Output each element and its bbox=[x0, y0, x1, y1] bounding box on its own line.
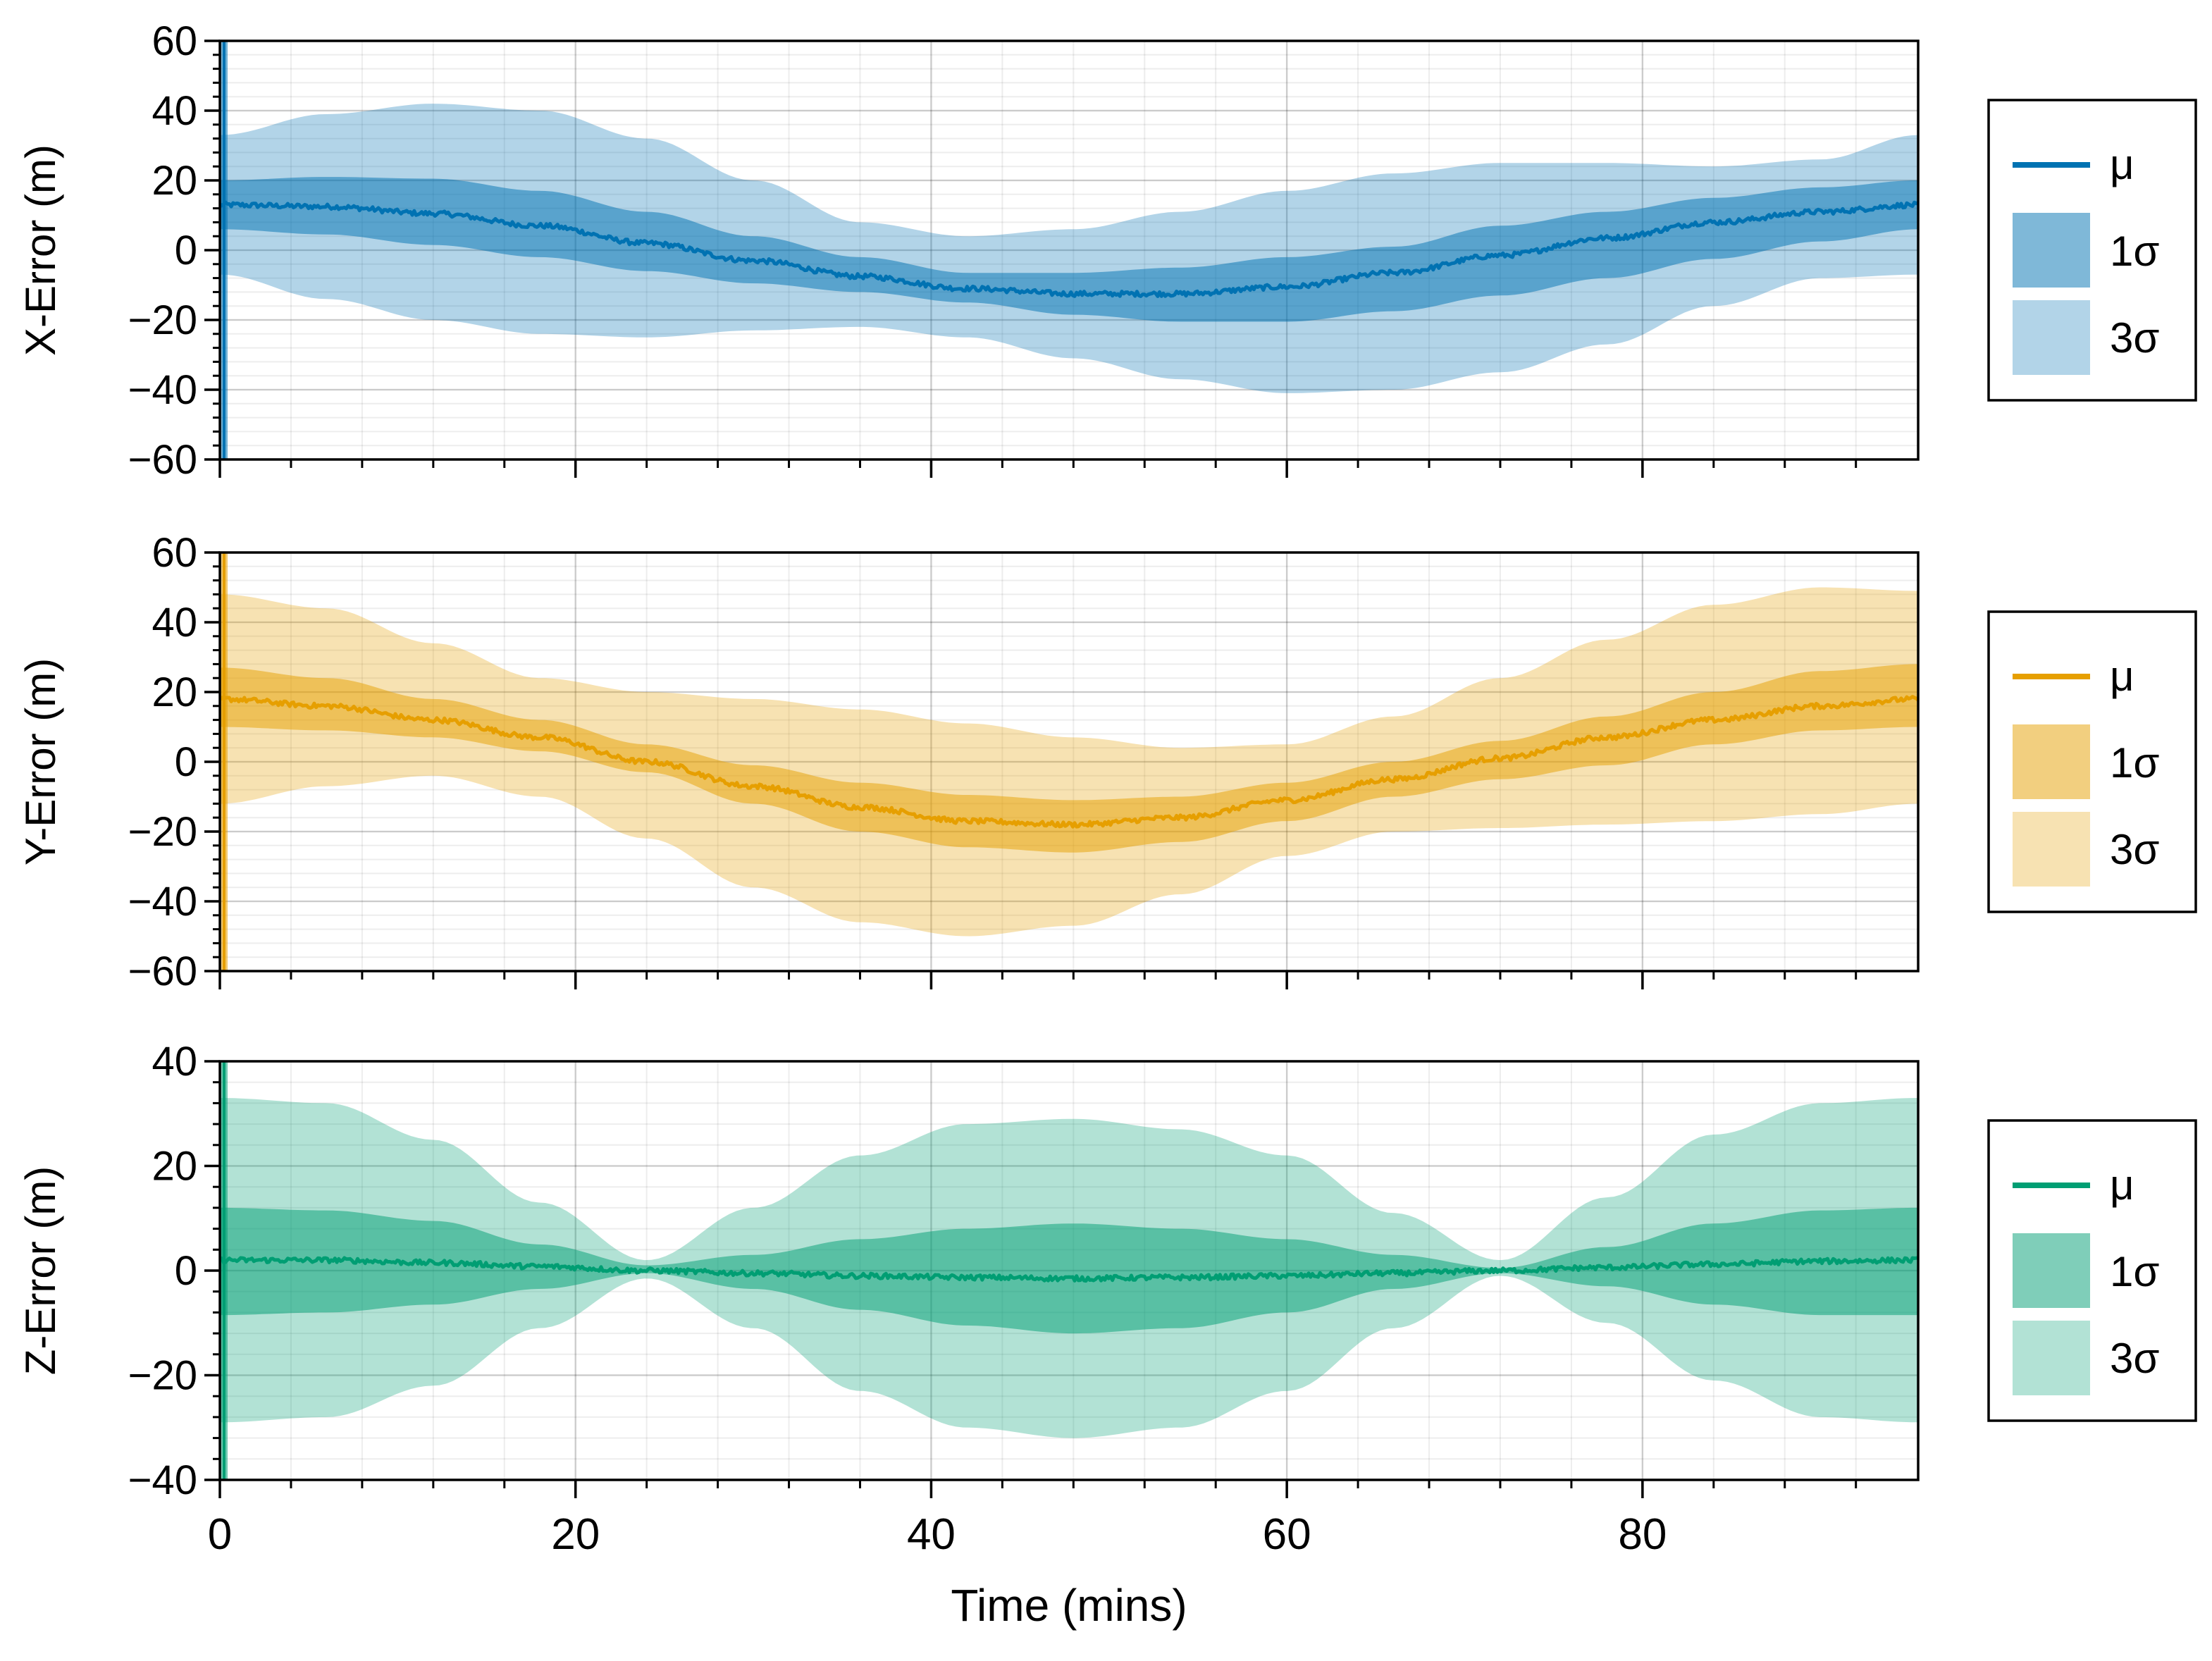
legend-1sigma-label: 1σ bbox=[2110, 1248, 2159, 1295]
panel-x-error: −60 −40 −20 0 20 40 60 X-Error (m) bbox=[17, 18, 1920, 483]
band-1sigma bbox=[220, 177, 1918, 322]
y-tick-label: −20 bbox=[128, 1353, 197, 1399]
y-tick-label: 0 bbox=[175, 228, 197, 273]
y-tick-label: −60 bbox=[128, 949, 197, 994]
x-tick-label: 80 bbox=[1618, 1510, 1667, 1559]
band-1sigma bbox=[220, 664, 1918, 853]
legend-3sigma-swatch bbox=[2013, 1321, 2090, 1395]
legend-1sigma-swatch bbox=[2013, 213, 2090, 288]
y-tick-label: −40 bbox=[128, 1457, 197, 1503]
legend-x-error: μ 1σ 3σ bbox=[1987, 99, 2197, 402]
legend-3sigma-label: 3σ bbox=[2110, 314, 2159, 362]
legend-1sigma-swatch bbox=[2013, 1233, 2090, 1308]
legend-3sigma-label: 3σ bbox=[2110, 1335, 2159, 1382]
x-tick-label: 0 bbox=[208, 1510, 232, 1559]
panel-z-error: −40 −20 0 20 40 Z-Error (m) bbox=[17, 1039, 1920, 1503]
x-tick-label: 20 bbox=[551, 1510, 600, 1559]
y-tick-label: 40 bbox=[152, 1039, 197, 1085]
y-axis-label: X-Error (m) bbox=[17, 144, 64, 356]
mean-line bbox=[218, 695, 1920, 829]
legend-mean-label: μ bbox=[2110, 141, 2134, 188]
y-tick-label: −40 bbox=[128, 367, 197, 413]
y-tick-label: 40 bbox=[152, 600, 197, 646]
y-tick-label: −60 bbox=[128, 437, 197, 483]
y-tick-label: 0 bbox=[175, 739, 197, 785]
y-tick-label: −20 bbox=[128, 809, 197, 855]
x-axis-label: Time (mins) bbox=[951, 1580, 1187, 1631]
legend-1sigma-swatch bbox=[2013, 724, 2090, 799]
legend-z-error: μ 1σ 3σ bbox=[1987, 1119, 2197, 1422]
y-axis-label: Z-Error (m) bbox=[17, 1166, 64, 1376]
legend-mean-label: μ bbox=[2110, 1161, 2134, 1209]
y-axis-label: Y-Error (m) bbox=[17, 658, 64, 865]
y-tick-label: 0 bbox=[175, 1248, 197, 1294]
y-tick-label: 60 bbox=[152, 530, 197, 576]
y-tick-label: −40 bbox=[128, 879, 197, 925]
band-1sigma bbox=[220, 1207, 1918, 1334]
band-3sigma bbox=[220, 587, 1918, 937]
y-tick-label: −20 bbox=[128, 297, 197, 343]
mean-line bbox=[218, 200, 1920, 298]
x-tick-label: 40 bbox=[907, 1510, 956, 1559]
y-tick-label: 20 bbox=[152, 158, 197, 204]
panel-y-error: −60 −40 −20 0 20 40 60 Y-Error (m) bbox=[17, 530, 1920, 994]
mean-line bbox=[219, 1256, 1919, 1283]
y-tick-label: 40 bbox=[152, 88, 197, 134]
y-tick-label: 60 bbox=[152, 18, 197, 64]
legend-3sigma-swatch bbox=[2013, 300, 2090, 375]
legend-1sigma-label: 1σ bbox=[2110, 739, 2159, 786]
legend-1sigma-label: 1σ bbox=[2110, 228, 2159, 275]
legend-y-error: μ 1σ 3σ bbox=[1987, 610, 2197, 913]
legend-3sigma-swatch bbox=[2013, 812, 2090, 887]
y-tick-label: 20 bbox=[152, 1144, 197, 1190]
x-tick-label: 60 bbox=[1263, 1510, 1311, 1559]
y-tick-label: 20 bbox=[152, 669, 197, 715]
legend-3sigma-label: 3σ bbox=[2110, 826, 2159, 873]
legend-mean-label: μ bbox=[2110, 653, 2134, 700]
band-3sigma bbox=[220, 104, 1918, 393]
